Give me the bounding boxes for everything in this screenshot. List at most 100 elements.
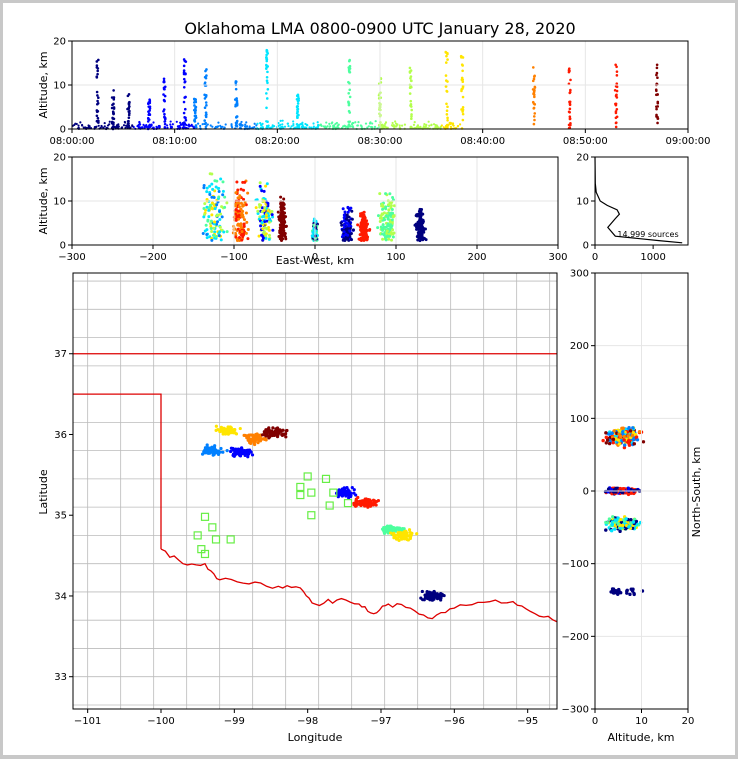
source-point [655,71,659,75]
source-point [359,228,363,232]
station-marker [211,535,221,544]
source-point [569,78,572,82]
source-point [655,73,658,77]
source-point [203,81,207,84]
source-point [234,87,238,91]
source-point [408,536,412,541]
source-point [446,52,449,56]
source-point [533,112,537,115]
source-point [259,126,262,129]
x-tick-label: −101 [74,716,101,727]
source-point [316,126,319,129]
source-point [415,213,419,217]
source-point [218,230,222,234]
source-point [367,228,371,232]
y-tick-label: 36 [54,430,67,441]
source-point [297,97,300,100]
station-marker [303,472,312,481]
source-point [631,520,636,524]
source-point [615,82,619,85]
source-point [117,125,120,128]
source-point [394,122,398,125]
source-point [95,110,99,114]
source-point [284,237,288,241]
source-point [126,107,129,111]
source-point [618,486,622,491]
x-tick-label: −99 [224,716,245,727]
source-point [279,195,283,199]
source-point [381,223,385,227]
y-tick-label: 0 [60,125,66,136]
source-point [246,455,250,459]
source-point [434,124,437,127]
source-point [301,121,304,124]
source-point [629,517,633,522]
source-point [337,490,341,494]
source-point [351,122,354,125]
state-border-panhandle [73,393,162,550]
station-marker [193,531,202,540]
source-point [348,82,351,85]
altitude-time-axes: 08:00:00 08:10:00 08:20:00 08:30:00 08:40:00… [50,37,711,148]
source-point [74,122,77,125]
source-point [532,92,535,96]
source-point [352,491,356,495]
source-point [204,122,207,125]
source-point [238,194,242,198]
source-point [306,124,309,127]
source-point [96,116,100,120]
source-point [336,125,339,128]
source-point [345,486,349,490]
source-point [249,433,253,437]
source-point [270,126,273,129]
source-point [265,50,269,53]
source-point [461,80,465,83]
source-point [363,234,367,238]
source-point [205,443,209,447]
source-point [354,501,358,505]
source-point [225,230,229,234]
source-point [237,223,241,227]
source-point [214,185,218,189]
source-point [389,223,393,227]
source-point [182,69,186,72]
source-point [390,218,394,222]
source-point [266,201,270,205]
source-point [277,121,280,125]
source-point [263,220,267,224]
source-point [94,125,97,129]
source-point [418,213,422,217]
source-point [343,124,346,127]
source-point [250,453,255,457]
source-point [382,125,385,128]
source-point [193,98,196,101]
source-point [143,126,146,130]
source-point [206,123,209,126]
source-point [244,211,248,215]
source-point [342,216,346,220]
source-point [621,430,625,434]
source-point [382,525,386,530]
source-point [626,439,631,443]
source-point [407,528,412,532]
source-point [196,122,200,125]
source-point [613,88,617,92]
source-point [263,226,267,230]
source-point [387,525,391,530]
source-point [245,220,249,224]
source-point [345,237,349,241]
source-point [422,230,426,234]
source-point [204,115,208,119]
source-point [392,231,396,235]
source-point [266,70,269,74]
source-point [213,220,217,224]
source-point [241,215,245,219]
source-point [405,531,409,536]
source-point [374,503,378,507]
source-point [364,497,368,501]
source-point [391,124,394,128]
source-point [202,215,206,219]
source-point [152,121,155,124]
source-point [213,207,217,211]
source-point [267,233,271,237]
